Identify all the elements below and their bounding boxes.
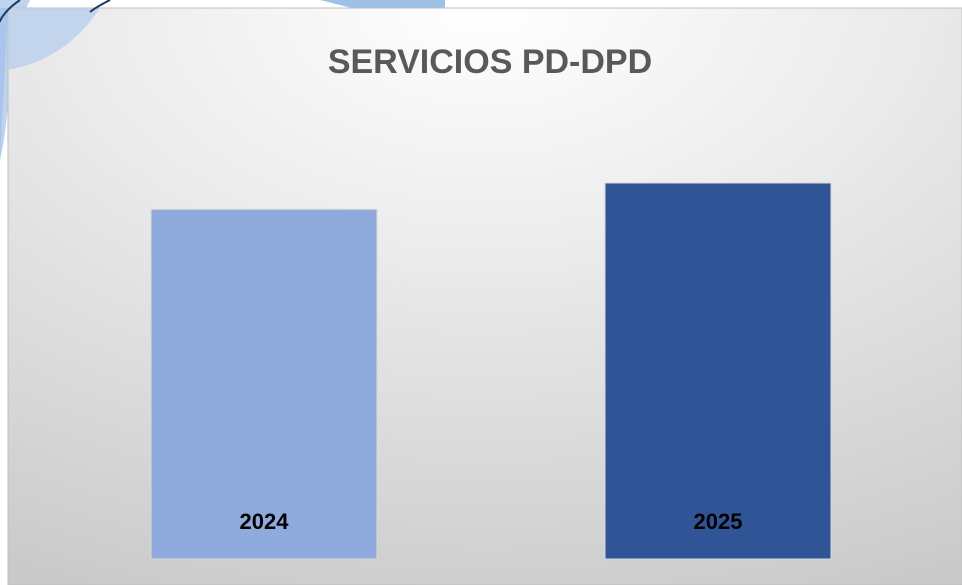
bar	[604, 182, 832, 560]
decor-line	[89, 0, 111, 13]
chart-title: SERVICIOS PD-DPD	[328, 43, 652, 81]
category-label: 2025	[694, 509, 743, 534]
decor-panel	[0, 8, 8, 160]
bar	[150, 208, 378, 560]
category-label: 2024	[240, 509, 290, 534]
decor-arc	[0, 8, 100, 70]
decor-line	[0, 0, 21, 23]
